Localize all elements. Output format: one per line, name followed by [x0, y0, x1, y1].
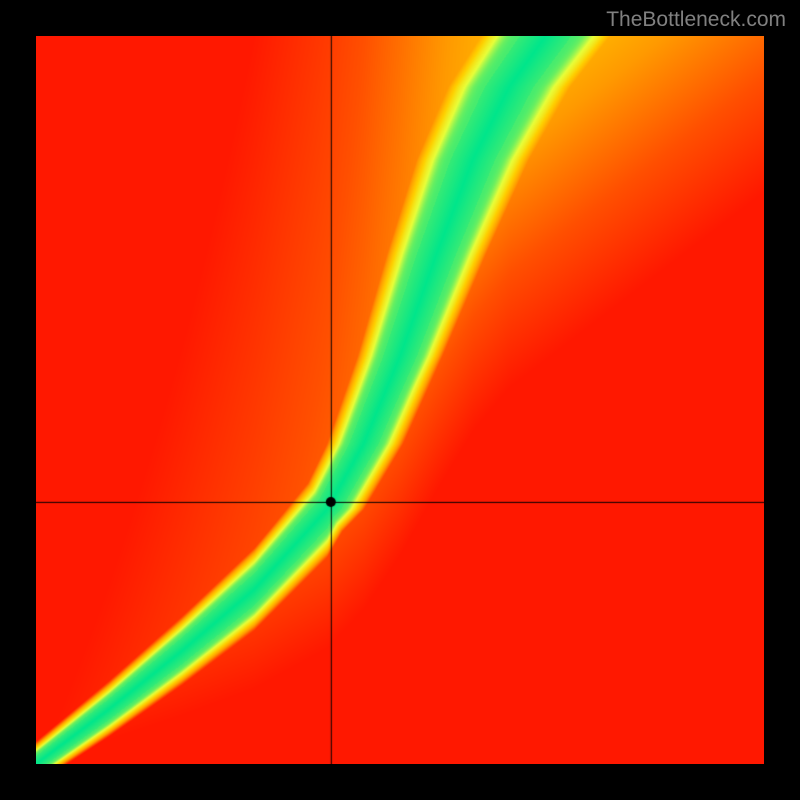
watermark-text: TheBottleneck.com	[606, 8, 786, 32]
plot-area	[36, 36, 764, 764]
heatmap-canvas	[36, 36, 764, 764]
chart-container: TheBottleneck.com	[0, 0, 800, 800]
